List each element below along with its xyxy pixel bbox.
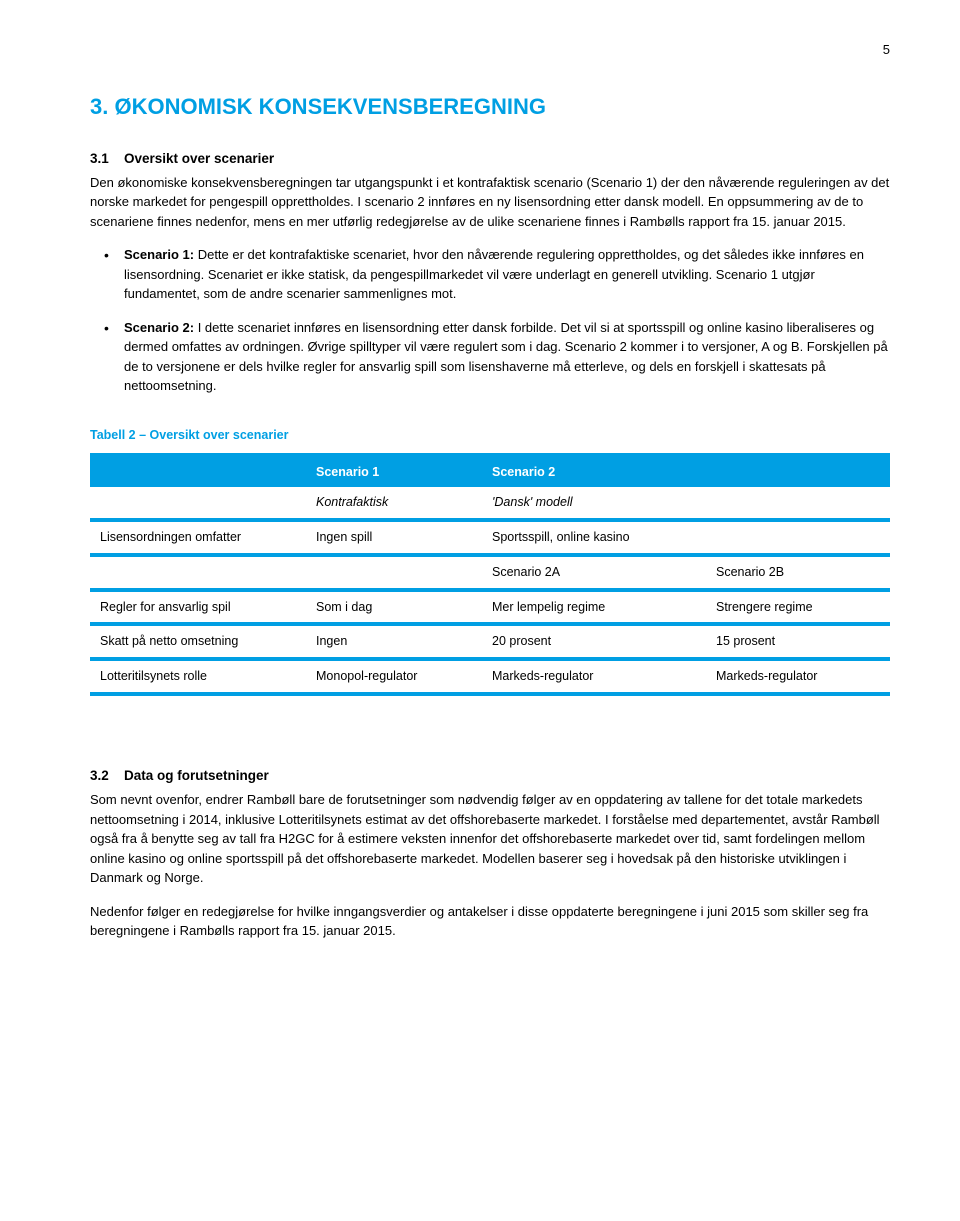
row-label: Lisensordningen omfatter (90, 522, 306, 553)
cell: Markeds-regulator (482, 661, 706, 692)
row-label: Lotteritilsynets rolle (90, 661, 306, 692)
scenario-table: Scenario 1 Scenario 2 Kontrafaktisk 'Dan… (90, 453, 890, 696)
cell: 15 prosent (706, 626, 890, 657)
section-3-1-heading: 3.1Oversikt over scenarier (90, 149, 890, 169)
cell: Mer lempelig regime (482, 592, 706, 623)
list-item: Scenario 2: I dette scenariet innføres e… (90, 318, 890, 396)
page-title: 3. ØKONOMISK KONSEKVENSBEREGNING (90, 90, 890, 123)
section-number: 3.1 (90, 149, 124, 169)
cell: Som i dag (306, 592, 482, 623)
table-separator (90, 692, 890, 696)
paragraph: Nedenfor følger en redegjørelse for hvil… (90, 902, 890, 941)
cell: Ingen (306, 626, 482, 657)
table-caption: Tabell 2 – Oversikt over scenarier (90, 426, 890, 445)
cell: Sportsspill, online kasino (482, 522, 890, 553)
col-header: Scenario 1 (306, 457, 482, 488)
cell: Strengere regime (706, 592, 890, 623)
table-header-row: Scenario 1 Scenario 2 (90, 457, 890, 488)
scenario-text: Dette er det kontrafaktiske scenariet, h… (124, 247, 864, 301)
section-title: Data og forutsetninger (124, 768, 269, 783)
page-number: 5 (90, 40, 890, 60)
paragraph: Den økonomiske konsekvensberegningen tar… (90, 173, 890, 232)
paragraph: Som nevnt ovenfor, endrer Rambøll bare d… (90, 790, 890, 888)
col-subheader: 'Dansk' modell (482, 487, 890, 518)
col-subheader: Scenario 2A (482, 557, 706, 588)
col-header: Scenario 2 (482, 457, 890, 488)
scenario-label: Scenario 1: (124, 247, 194, 262)
section-title: Oversikt over scenarier (124, 151, 274, 166)
table-row: Lotteritilsynets rolle Monopol-regulator… (90, 661, 890, 692)
cell: Monopol-regulator (306, 661, 482, 692)
table-subheader-row: Kontrafaktisk 'Dansk' modell (90, 487, 890, 518)
row-label: Skatt på netto omsetning (90, 626, 306, 657)
table-row: Regler for ansvarlig spil Som i dag Mer … (90, 592, 890, 623)
scenario-text: I dette scenariet innføres en lisensordn… (124, 320, 888, 394)
col-subheader: Scenario 2B (706, 557, 890, 588)
table-subheader-row: Scenario 2A Scenario 2B (90, 557, 890, 588)
scenario-list: Scenario 1: Dette er det kontrafaktiske … (90, 245, 890, 396)
row-label: Regler for ansvarlig spil (90, 592, 306, 623)
cell: 20 prosent (482, 626, 706, 657)
table-row: Skatt på netto omsetning Ingen 20 prosen… (90, 626, 890, 657)
list-item: Scenario 1: Dette er det kontrafaktiske … (90, 245, 890, 304)
cell: Markeds-regulator (706, 661, 890, 692)
scenario-label: Scenario 2: (124, 320, 194, 335)
table-row: Lisensordningen omfatter Ingen spill Spo… (90, 522, 890, 553)
section-number: 3.2 (90, 766, 124, 786)
cell: Ingen spill (306, 522, 482, 553)
col-subheader: Kontrafaktisk (306, 487, 482, 518)
section-3-2-heading: 3.2Data og forutsetninger (90, 766, 890, 786)
